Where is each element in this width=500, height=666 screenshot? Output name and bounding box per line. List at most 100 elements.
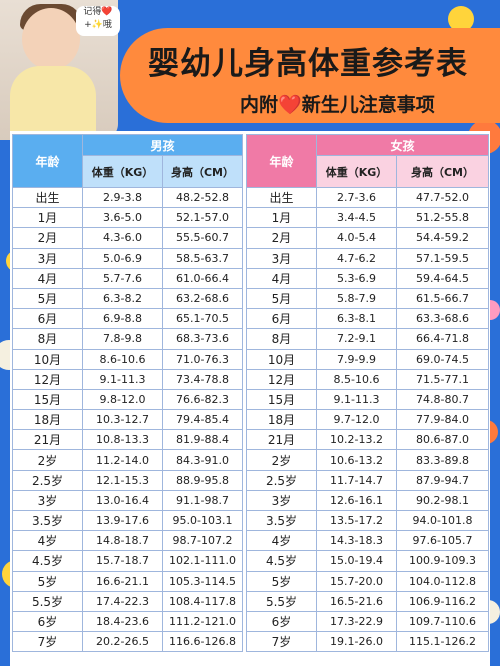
table-row: 5岁 16.6-21.1 105.3-114.5 (12, 570, 243, 592)
height-cell: 109.7-110.6 (396, 610, 489, 633)
table-row: 3岁 13.0-16.4 91.1-98.7 (12, 489, 243, 512)
table-row: 8月 7.8-9.8 68.3-73.6 (12, 328, 243, 350)
age-header: 年龄 (12, 134, 83, 188)
girls-table: 年龄 女孩 体重（KG） 身高（CM） 出生 2.7-3.6 47.7-52.0 1月… (246, 134, 489, 653)
height-cell: 91.1-98.7 (162, 489, 243, 512)
weight-cell: 20.2-26.5 (82, 631, 163, 653)
age-cell: 4岁 (246, 530, 317, 552)
weight-cell: 9.8-12.0 (82, 388, 163, 411)
height-cell: 95.0-103.1 (162, 509, 243, 532)
table-row: 4月 5.7-7.6 61.0-66.4 (12, 267, 243, 289)
boys-table: 年龄 男孩 体重（KG） 身高（CM） 出生 2.9-3.8 48.2-52.8 1月… (12, 134, 243, 653)
weight-cell: 4.7-6.2 (316, 247, 397, 269)
baby-dress (10, 66, 96, 140)
table-row: 5岁 15.7-20.0 104.0-112.8 (246, 570, 489, 592)
height-cell: 51.2-55.8 (396, 207, 489, 229)
weight-cell: 10.8-13.3 (82, 429, 163, 451)
weight-cell: 4.3-6.0 (82, 227, 163, 249)
height-cell: 65.1-70.5 (162, 308, 243, 330)
table-row: 21月 10.2-13.2 80.6-87.0 (246, 429, 489, 451)
height-cell: 63.3-68.6 (396, 308, 489, 330)
table-row: 3月 5.0-6.9 58.5-63.7 (12, 247, 243, 269)
weight-cell: 7.9-9.9 (316, 348, 397, 370)
age-cell: 4.5岁 (246, 550, 317, 572)
height-cell: 48.2-52.8 (162, 186, 243, 209)
height-cell: 98.7-107.2 (162, 530, 243, 552)
weight-cell: 15.7-18.7 (82, 550, 163, 572)
age-cell: 2月 (246, 227, 317, 249)
age-cell: 5岁 (246, 570, 317, 592)
weight-cell: 9.1-11.3 (316, 388, 397, 411)
weight-cell: 14.8-18.7 (82, 530, 163, 552)
age-cell: 10月 (12, 348, 83, 370)
height-cell: 54.4-59.2 (396, 227, 489, 249)
age-cell: 3.5岁 (246, 509, 317, 532)
weight-cell: 8.5-10.6 (316, 368, 397, 390)
table-row: 18月 9.7-12.0 77.9-84.0 (246, 409, 489, 431)
age-cell: 18月 (12, 409, 83, 431)
height-cell: 57.1-59.5 (396, 247, 489, 269)
height-cell: 76.6-82.3 (162, 388, 243, 411)
age-cell: 4岁 (12, 530, 83, 552)
table-row: 4岁 14.8-18.7 98.7-107.2 (12, 530, 243, 552)
age-cell: 12月 (12, 368, 83, 390)
weight-cell: 8.6-10.6 (82, 348, 163, 370)
weight-cell: 10.2-13.2 (316, 429, 397, 451)
height-cell: 84.3-91.0 (162, 449, 243, 471)
age-cell: 2.5岁 (12, 469, 83, 491)
height-cell: 83.3-89.8 (396, 449, 489, 471)
weight-cell: 12.1-15.3 (82, 469, 163, 491)
table-row: 15月 9.1-11.3 74.8-80.7 (246, 388, 489, 411)
table-row: 15月 9.8-12.0 76.6-82.3 (12, 388, 243, 411)
table-row: 1月 3.4-4.5 51.2-55.8 (246, 207, 489, 229)
age-cell: 1月 (12, 207, 83, 229)
height-cell: 97.6-105.7 (396, 530, 489, 552)
table-row: 5月 6.3-8.2 63.2-68.6 (12, 287, 243, 310)
age-cell: 4月 (12, 267, 83, 289)
weight-cell: 16.5-21.6 (316, 590, 397, 612)
height-cell: 73.4-78.8 (162, 368, 243, 390)
age-cell: 7岁 (12, 631, 83, 653)
height-header: 身高（CM） (162, 155, 243, 188)
age-cell: 8月 (246, 328, 317, 350)
weight-cell: 17.4-22.3 (82, 590, 163, 612)
weight-cell: 5.0-6.9 (82, 247, 163, 269)
table-row: 2月 4.0-5.4 54.4-59.2 (246, 227, 489, 249)
height-cell: 61.5-66.7 (396, 287, 489, 310)
age-cell: 10月 (246, 348, 317, 370)
weight-cell: 13.0-16.4 (82, 489, 163, 512)
height-cell: 81.9-88.4 (162, 429, 243, 451)
height-cell: 69.0-74.5 (396, 348, 489, 370)
height-cell: 68.3-73.6 (162, 328, 243, 350)
age-cell: 3岁 (246, 489, 317, 512)
height-cell: 61.0-66.4 (162, 267, 243, 289)
height-cell: 74.8-80.7 (396, 388, 489, 411)
age-cell: 5月 (246, 287, 317, 310)
weight-cell: 19.1-26.0 (316, 631, 397, 653)
height-cell: 104.0-112.8 (396, 570, 489, 592)
age-cell: 3.5岁 (12, 509, 83, 532)
weight-cell: 2.7-3.6 (316, 186, 397, 209)
weight-cell: 11.7-14.7 (316, 469, 397, 491)
table-row: 2.5岁 11.7-14.7 87.9-94.7 (246, 469, 489, 491)
girls-rows: 出生 2.7-3.6 47.7-52.0 1月 3.4-4.5 51.2-55.8 2月 4.… (246, 186, 489, 653)
height-cell: 87.9-94.7 (396, 469, 489, 491)
age-cell: 15月 (246, 388, 317, 411)
age-cell: 5月 (12, 287, 83, 310)
table-row: 出生 2.9-3.8 48.2-52.8 (12, 186, 243, 209)
age-cell: 5.5岁 (12, 590, 83, 612)
table-row: 7岁 20.2-26.5 116.6-126.8 (12, 631, 243, 653)
height-cell: 55.5-60.7 (162, 227, 243, 249)
age-cell: 2岁 (246, 449, 317, 471)
photo-note: 记得❤️+✨哦 (76, 6, 120, 36)
height-cell: 71.0-76.3 (162, 348, 243, 370)
age-cell: 3月 (12, 247, 83, 269)
table-row: 4岁 14.3-18.3 97.6-105.7 (246, 530, 489, 552)
subtitle-suffix: 新生儿注意事项 (301, 94, 435, 116)
table-row: 出生 2.7-3.6 47.7-52.0 (246, 186, 489, 209)
height-cell: 77.9-84.0 (396, 409, 489, 431)
age-cell: 21月 (12, 429, 83, 451)
age-cell: 18月 (246, 409, 317, 431)
weight-cell: 16.6-21.1 (82, 570, 163, 592)
weight-cell: 11.2-14.0 (82, 449, 163, 471)
